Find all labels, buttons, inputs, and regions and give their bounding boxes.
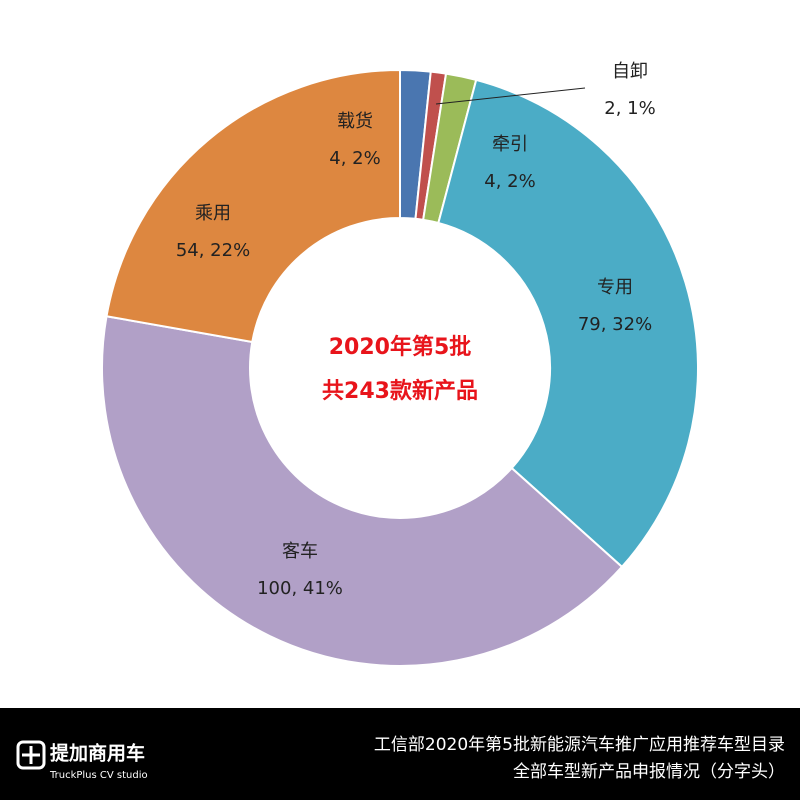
slice-label: 专用 xyxy=(597,277,633,298)
value-label: 79, 32% xyxy=(578,314,652,335)
chart: 载货 4, 2% 自卸 2, 1% 牵引 4, 2% 专用 79, 32% 客车 100, 41%… xyxy=(101,61,699,667)
donut-slice xyxy=(437,78,699,569)
slice-label: 客车 xyxy=(282,541,318,562)
value-label: 4, 2% xyxy=(329,148,380,169)
donut-slice xyxy=(101,315,624,667)
slice-label: 牵引 xyxy=(492,134,528,155)
slice-label: 乘用 xyxy=(195,203,231,224)
value-label: 54, 22% xyxy=(176,240,250,261)
leader-line xyxy=(435,87,586,105)
slice-label: 载货 xyxy=(337,111,373,132)
caption-line: 工信部2020年第5批新能源汽车推广应用推荐车型目录 xyxy=(374,735,785,755)
slice-label: 自卸 xyxy=(612,61,648,82)
center-subtitle: 共243款新产品 xyxy=(322,378,478,404)
donut-slice xyxy=(105,68,401,344)
logo-icon xyxy=(16,740,46,770)
value-label: 2, 1% xyxy=(604,98,655,119)
center-title: 2020年第5批 xyxy=(329,334,472,360)
value-label: 100, 41% xyxy=(257,578,343,599)
caption-line: 全部车型新产品申报情况（分字头） xyxy=(513,762,785,782)
logo-subtext: TruckPlus CV studio xyxy=(49,770,148,781)
footer-band xyxy=(0,708,800,800)
logo-text: 提加商用车 xyxy=(50,742,145,765)
value-label: 4, 2% xyxy=(484,171,535,192)
